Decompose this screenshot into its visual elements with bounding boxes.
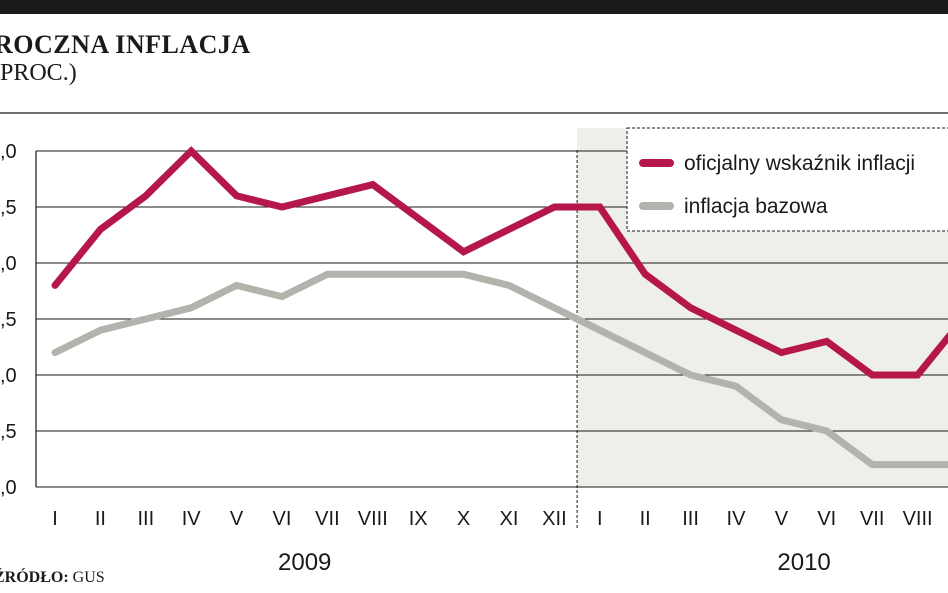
x-tick-label: VI [273,508,292,530]
x-tick-label: X [457,508,470,530]
x-tick-label: II [95,508,106,530]
x-tick-label: VII [315,508,339,530]
y-tick-label: ,0 [0,477,17,499]
x-tick-label: IV [727,508,747,530]
y-tick-label: ,5 [0,197,17,219]
year-label: 2009 [278,549,331,576]
x-tick-label: IX [409,508,428,530]
chart-subtitle: (PROC.) [0,60,77,86]
year-label: 2010 [777,549,830,576]
x-tick-label: III [137,508,154,530]
legend-label: oficjalny wskaźnik inflacji [684,152,915,175]
series-lines [51,146,948,469]
series-line-official [51,146,948,379]
y-tick-label: ,0 [0,365,17,387]
y-tick-label: ,5 [0,421,17,443]
x-tick-label: IV [182,508,202,530]
top-bar [0,0,948,14]
x-tick-label: I [597,508,603,530]
x-tick-label: III [682,508,699,530]
legend-box [626,127,948,232]
x-tick-label: II [640,508,651,530]
legend: oficjalny wskaźnik inflacji inflacja bazo… [626,127,948,232]
x-tick-label: VIII [358,508,388,530]
x-tick-label: XI [500,508,519,530]
y-tick-label: ,0 [0,253,17,275]
source-value: GUS [72,569,105,586]
x-tick-label: XII [542,508,566,530]
y-tick-label: ,0 [0,141,17,163]
x-tick-label: VI [817,508,836,530]
x-tick-label: V [775,508,789,530]
chart-title: ROCZNA INFLACJA [0,30,251,59]
y-tick-labels: ,0 ,5 ,0 ,5 ,0 ,5 ,0 [0,141,17,499]
y-tick-label: ,5 [0,309,17,331]
x-tick-label: VII [860,508,884,530]
x-tick-label: I [52,508,58,530]
year-labels: 2009 2010 [278,549,831,576]
x-tick-label: V [230,508,244,530]
legend-label: inflacja bazowa [684,195,828,218]
series-line-core [51,270,948,469]
x-tick-labels: I II III IV V VI VII VIII IX X XI XII I II III IV V VI VII… [52,508,933,530]
source-note: ŹRÓDŁO: GUS [0,569,105,587]
x-tick-label: VIII [903,508,933,530]
source-label: ŹRÓDŁO: [0,569,69,586]
